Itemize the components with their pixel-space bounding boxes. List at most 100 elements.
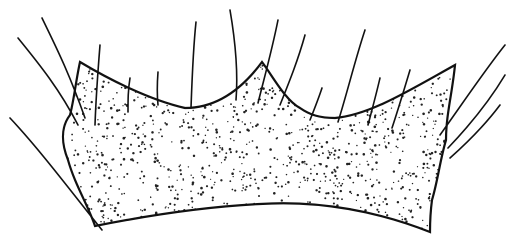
stipple-dot bbox=[365, 139, 367, 141]
stipple-dot bbox=[251, 66, 253, 68]
stipple-dot bbox=[387, 88, 388, 89]
stipple-dot bbox=[141, 171, 143, 173]
stipple-dot bbox=[237, 207, 239, 209]
stipple-dot bbox=[96, 145, 98, 147]
stipple-dot bbox=[139, 151, 141, 153]
stipple-dot bbox=[409, 172, 411, 174]
stipple-dot bbox=[378, 182, 380, 184]
stipple-dot bbox=[84, 107, 86, 109]
stipple-dot bbox=[256, 146, 258, 148]
stipple-dot bbox=[333, 202, 335, 204]
stipple-dot bbox=[162, 112, 164, 114]
stipple-dot bbox=[351, 129, 354, 132]
stipple-dot bbox=[312, 150, 315, 153]
stipple-dot bbox=[399, 117, 400, 118]
stipple-dot bbox=[181, 217, 183, 219]
stipple-dot bbox=[106, 127, 108, 129]
stipple-dot bbox=[434, 70, 436, 72]
stipple-dot bbox=[334, 170, 336, 172]
stipple-dot bbox=[153, 123, 154, 124]
stipple-dot bbox=[352, 213, 354, 215]
stipple-dot bbox=[297, 170, 299, 172]
stipple-dot bbox=[188, 204, 190, 206]
stipple-dot bbox=[181, 189, 182, 190]
stipple-dot bbox=[342, 183, 344, 185]
stipple-dot bbox=[105, 169, 107, 171]
stipple-dot bbox=[347, 212, 349, 214]
stipple-dot bbox=[247, 232, 249, 234]
stipple-dot bbox=[424, 69, 426, 71]
stipple-dot bbox=[241, 190, 242, 191]
stipple-dot bbox=[371, 229, 372, 230]
stipple-dot bbox=[181, 125, 183, 127]
stipple-dot bbox=[345, 232, 346, 233]
stipple-dot bbox=[286, 165, 288, 167]
stipple-dot bbox=[316, 93, 318, 95]
stipple-dot bbox=[370, 153, 371, 154]
stipple-dot bbox=[203, 71, 204, 72]
stipple-dot bbox=[236, 150, 238, 152]
stipple-dot bbox=[272, 217, 274, 219]
stipple-dot bbox=[178, 61, 180, 63]
stipple-dot bbox=[269, 172, 271, 174]
stipple-dot bbox=[213, 143, 215, 145]
stipple-dot bbox=[402, 151, 404, 153]
stipple-dot bbox=[296, 208, 298, 210]
stipple-dot bbox=[57, 191, 59, 193]
stipple-dot bbox=[168, 176, 169, 177]
stipple-dot bbox=[439, 93, 441, 95]
stipple-dot bbox=[243, 156, 245, 158]
stipple-dot bbox=[428, 197, 430, 199]
stipple-dot bbox=[200, 171, 201, 172]
stipple-dot bbox=[378, 204, 380, 206]
stipple-dot bbox=[110, 219, 112, 221]
stipple-dot bbox=[354, 133, 356, 135]
stipple-dot bbox=[370, 179, 371, 180]
stipple-dot bbox=[332, 96, 333, 97]
stipple-dot bbox=[172, 226, 174, 228]
stipple-dot bbox=[155, 82, 157, 84]
stipple-dot bbox=[186, 75, 188, 77]
stipple-dot bbox=[256, 110, 258, 112]
stipple-dot bbox=[315, 189, 317, 191]
stipple-dot bbox=[169, 203, 171, 205]
stipple-dot bbox=[397, 138, 399, 140]
stipple-dot bbox=[131, 228, 133, 230]
stipple-dot bbox=[308, 206, 309, 207]
stipple-dot bbox=[166, 105, 167, 106]
stipple-dot bbox=[321, 103, 322, 104]
stipple-dot bbox=[314, 98, 316, 100]
stipple-dot bbox=[309, 62, 310, 63]
stipple-dot bbox=[270, 208, 272, 210]
stipple-dot bbox=[420, 98, 422, 100]
stipple-dot bbox=[365, 104, 367, 106]
stipple-dot bbox=[371, 65, 373, 67]
stipple-dot bbox=[73, 216, 74, 217]
stipple-dot bbox=[179, 169, 181, 171]
stipple-dot bbox=[313, 179, 315, 181]
stipple-dot bbox=[397, 147, 398, 148]
stipple-dot bbox=[194, 80, 196, 82]
stipple-dot bbox=[454, 88, 456, 90]
stipple-dot bbox=[350, 153, 352, 155]
stipple-dot bbox=[89, 223, 90, 224]
stipple-dot bbox=[442, 227, 444, 229]
stipple-dot bbox=[118, 109, 120, 111]
stipple-dot bbox=[400, 69, 402, 71]
stipple-dot bbox=[260, 67, 261, 68]
stipple-dot bbox=[249, 213, 251, 215]
stipple-dot bbox=[103, 221, 105, 223]
stipple-dot bbox=[383, 79, 385, 81]
stipple-dot bbox=[409, 189, 411, 191]
stipple-dot bbox=[414, 73, 416, 75]
stipple-dot bbox=[226, 203, 228, 205]
stipple-dot bbox=[402, 137, 404, 139]
stipple-dot bbox=[257, 187, 258, 188]
stipple-dot bbox=[156, 187, 158, 189]
stipple-dot bbox=[200, 101, 202, 103]
stipple-dot bbox=[440, 100, 442, 102]
stipple-dot bbox=[429, 200, 430, 201]
stipple-dot bbox=[89, 195, 91, 197]
stipple-dot bbox=[216, 131, 219, 134]
stipple-dot bbox=[188, 126, 190, 128]
